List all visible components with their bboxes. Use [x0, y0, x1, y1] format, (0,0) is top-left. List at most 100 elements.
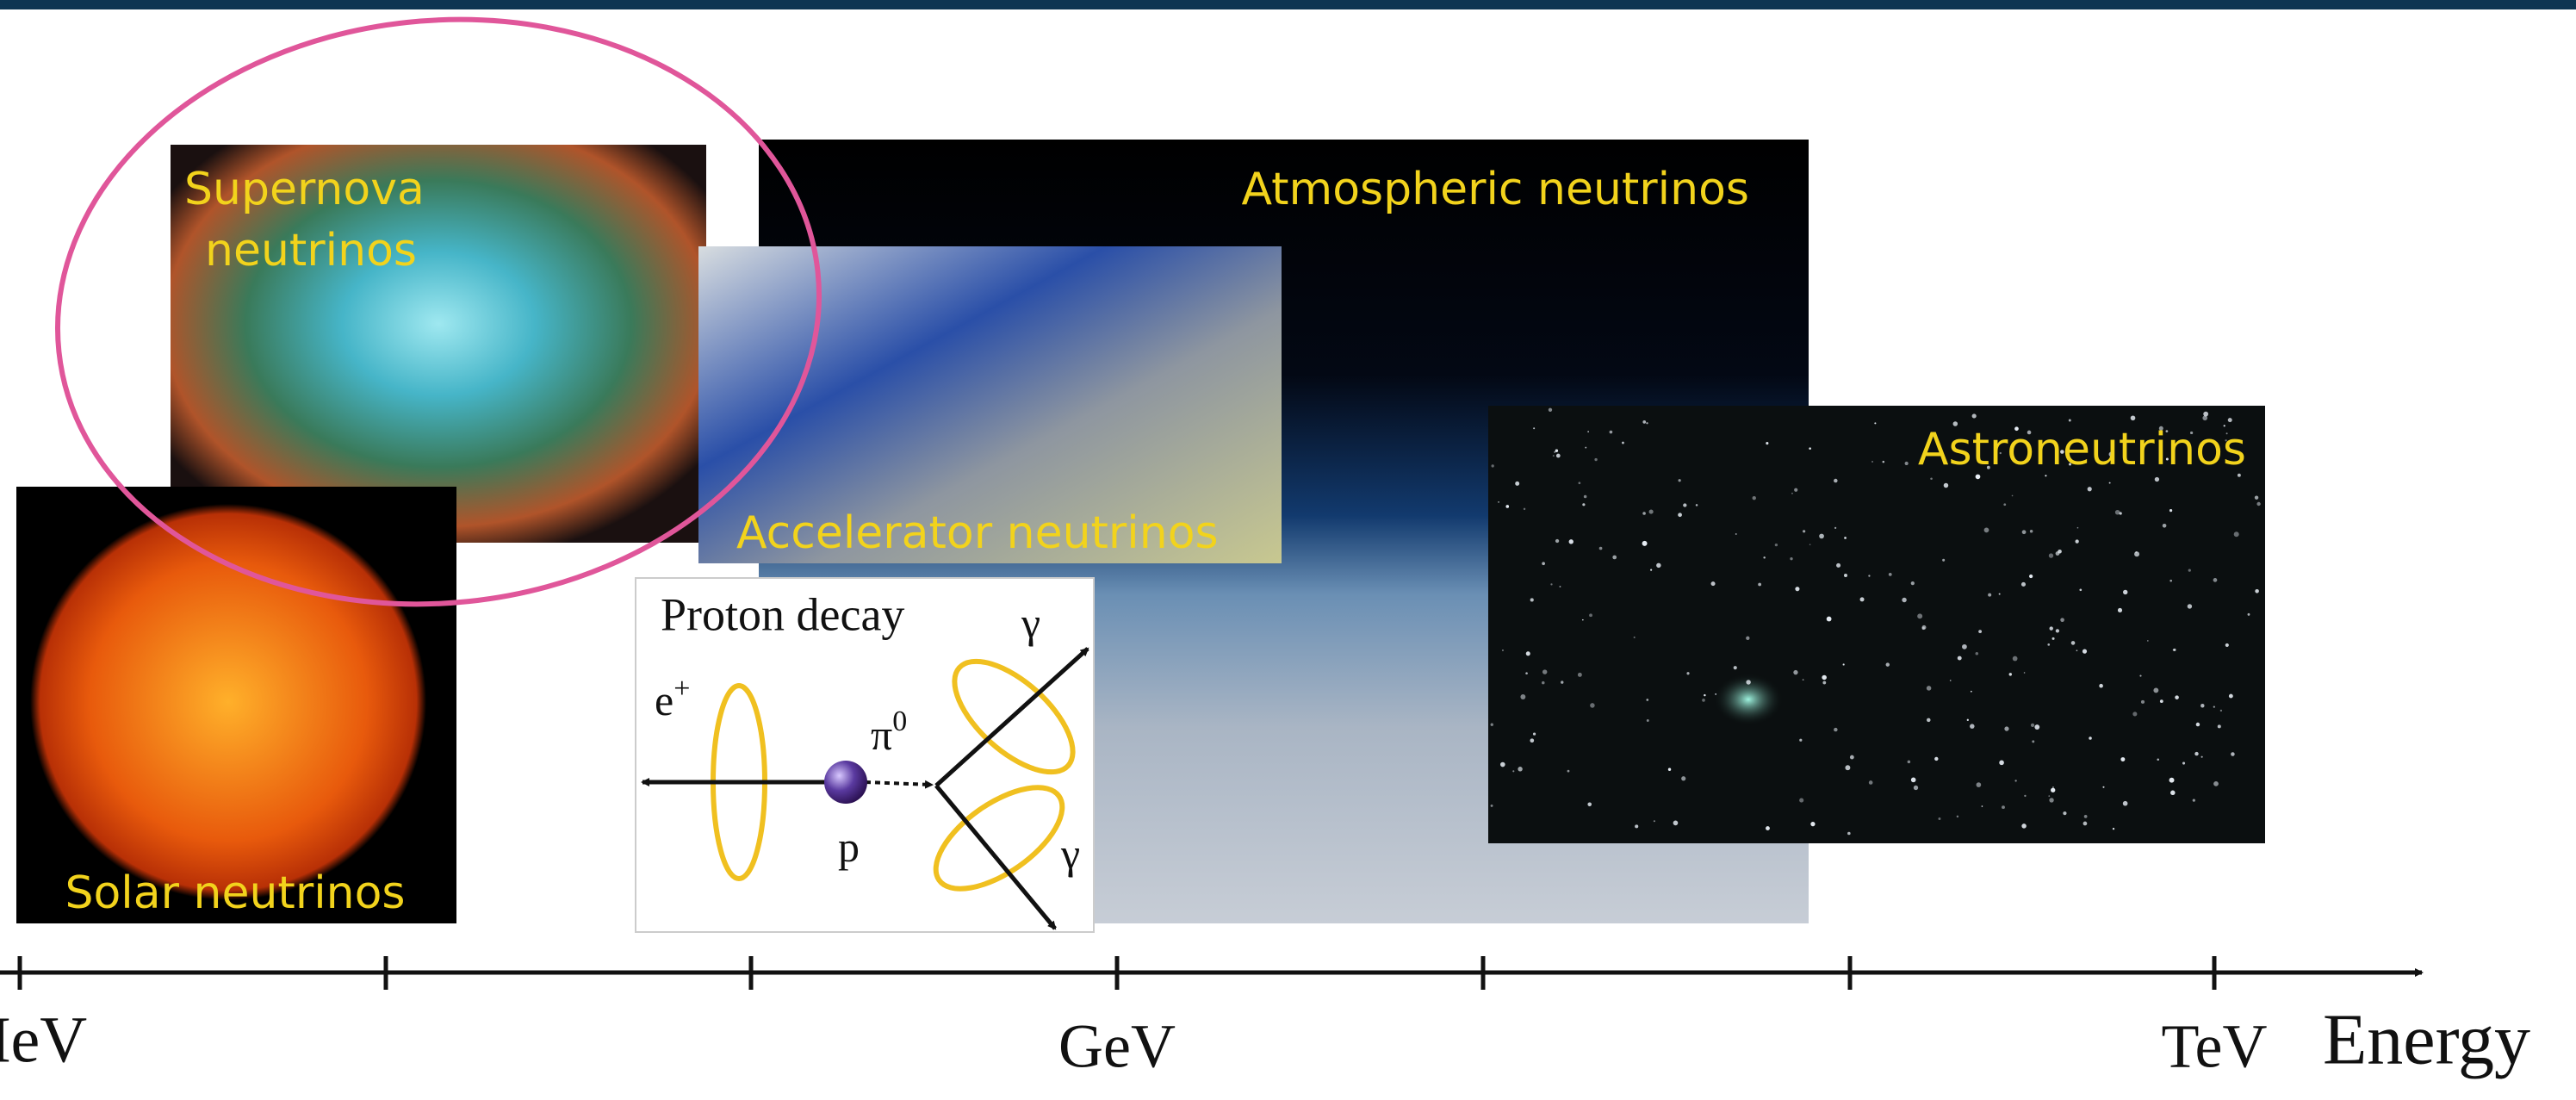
star — [1746, 680, 1750, 684]
star — [1988, 594, 1991, 597]
star — [2088, 487, 2092, 491]
star — [1834, 728, 1837, 731]
star — [1971, 691, 1972, 693]
star — [2248, 613, 2250, 616]
star — [1734, 666, 1737, 669]
star — [2071, 641, 2076, 645]
star — [1766, 442, 1768, 444]
star — [2047, 643, 2050, 646]
star — [1646, 699, 1648, 701]
star — [1647, 719, 1649, 722]
star — [2052, 786, 2054, 788]
star — [2060, 618, 2064, 622]
star — [1819, 534, 1824, 539]
star — [2089, 736, 2092, 740]
star — [1649, 510, 1654, 514]
star — [1559, 586, 1561, 587]
star — [1836, 563, 1840, 568]
star — [2213, 781, 2219, 786]
star — [1921, 627, 1924, 630]
star — [1930, 477, 1933, 480]
star — [1526, 651, 1530, 656]
star — [2170, 791, 2175, 795]
star — [2225, 643, 2229, 647]
star — [1999, 594, 2001, 595]
star — [1542, 669, 1547, 674]
star — [2077, 527, 2079, 529]
star — [1844, 574, 1847, 577]
star — [1845, 765, 1850, 770]
star — [1791, 493, 1793, 494]
star — [1847, 832, 1851, 836]
star — [1834, 479, 1838, 483]
star — [1978, 630, 1982, 633]
star — [1711, 581, 1716, 586]
astro-image: Astroneutrinos — [1488, 406, 2265, 843]
star — [1589, 613, 1592, 617]
star — [1650, 569, 1652, 571]
star — [1550, 583, 1552, 585]
star — [2182, 761, 2185, 764]
star — [1886, 662, 1890, 666]
star — [1556, 454, 1561, 458]
star — [2163, 524, 2167, 528]
star — [2203, 412, 2208, 417]
star — [1622, 442, 1624, 444]
star — [2021, 823, 2027, 829]
star — [2079, 588, 2082, 591]
star — [2012, 495, 2014, 497]
star — [1642, 541, 1648, 546]
star — [1889, 573, 1892, 576]
page: {"images":{"supernova":{"line1":"Superno… — [0, 0, 2576, 1100]
star — [2004, 726, 2008, 730]
star — [1927, 718, 1931, 723]
star — [1524, 508, 1525, 510]
star — [2135, 551, 2137, 553]
star — [1962, 644, 1967, 649]
positron-charge: + — [673, 673, 690, 705]
star — [1683, 503, 1686, 506]
star — [2022, 530, 2027, 534]
star — [2051, 788, 2055, 792]
star — [1520, 694, 1525, 699]
star — [2102, 786, 2104, 788]
star — [1579, 482, 1581, 484]
star — [1766, 826, 1770, 830]
star — [1533, 427, 1535, 429]
star — [2132, 712, 2137, 716]
star — [2193, 799, 2195, 802]
star — [2256, 502, 2260, 506]
star — [1569, 539, 1574, 544]
star — [2220, 710, 2222, 712]
star — [2021, 582, 2026, 587]
star — [1505, 505, 1509, 508]
star — [1799, 739, 1802, 742]
star — [1500, 762, 1505, 768]
star — [2169, 580, 2172, 582]
star — [1970, 724, 1975, 729]
star — [2188, 604, 2192, 608]
star — [1554, 451, 1555, 453]
star — [1982, 805, 1983, 807]
star — [1944, 483, 1948, 488]
astro-caption: Astroneutrinos — [1918, 424, 2246, 475]
proton — [824, 761, 867, 804]
star — [1827, 617, 1832, 622]
star — [1530, 598, 1534, 601]
supernova-caption: Supernova — [184, 164, 425, 215]
pion-symbol: π — [871, 711, 892, 759]
star — [2139, 675, 2141, 677]
star — [1843, 663, 1845, 665]
star — [1809, 447, 1811, 450]
star — [2083, 822, 2088, 826]
star — [2113, 828, 2114, 830]
diagram-title: Proton decay — [661, 588, 904, 640]
star — [1942, 559, 1945, 562]
star — [1976, 652, 1979, 656]
star — [2188, 569, 2191, 571]
star — [1518, 767, 1522, 771]
solar-caption: Solar neutrinos — [65, 867, 405, 919]
proton-label: p — [838, 823, 860, 871]
star — [2075, 539, 2078, 543]
star — [2200, 704, 2204, 707]
